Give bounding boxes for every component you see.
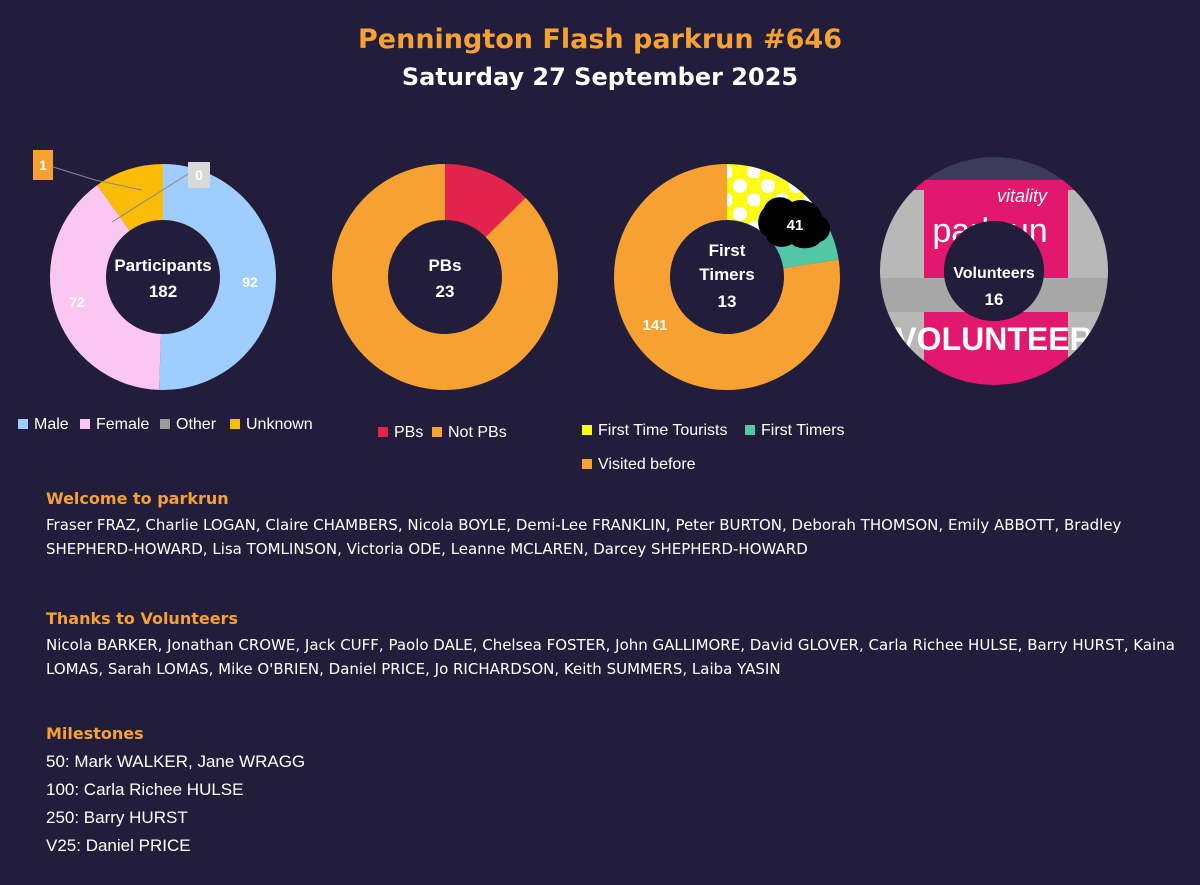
pbs-donut-chart: PBs 23 [332,164,558,390]
female-data-label: 72 [69,294,85,310]
volunteers-names: Nicola BARKER, Jonathan CROWE, Jack CUFF… [46,636,1175,678]
center-label: Volunteers [953,265,1035,282]
legend-item-male: Male [18,416,69,434]
milestone-item: V25: Daniel PRICE [46,836,191,855]
volunteer-vest-text: VOLUNTEER [895,321,1092,357]
welcome-section: Welcome to parkrun Fraser FRAZ, Charlie … [46,489,1176,561]
legend-item-female: Female [80,416,149,434]
other-data-label: 0 [195,167,203,183]
slice-unknown [97,164,163,231]
slice-male [159,164,277,390]
volunteer-vest-image: vitality parkrun VOLUNTEER [872,150,1122,400]
welcome-names: Fraser FRAZ, Charlie LOGAN, Claire CHAMB… [46,516,1122,558]
event-date: Saturday 27 September 2025 [401,63,799,91]
male-data-label: 92 [242,274,258,290]
milestone-item: 100: Carla Richee HULSE [46,780,244,799]
legend-item-first-timers: First Timers [745,422,845,440]
milestones-title: Milestones [46,724,144,743]
welcome-title: Welcome to parkrun [46,489,229,508]
legend-item-unknown: Unknown [230,416,313,434]
participants-donut-chart: 1 0 92 72 Participants 182 [33,150,277,390]
tourists-data-label: 41 [787,217,804,234]
sheep-icon [758,197,831,249]
unknown-leader-line-2 [94,179,143,191]
milestone-item: 250: Barry HURST [46,808,188,827]
vitality-logo-text: vitality [997,186,1048,206]
milestones-section: Milestones 50: Mark WALKER, Jane WRAGG 1… [46,724,1176,860]
slice-pbs [445,164,526,238]
other-callout-box [188,162,210,188]
other-leader-line [111,173,189,223]
center-value: 182 [149,282,177,301]
legend-item-other: Other [160,416,216,434]
page-title: Pennington Flash parkrun #646 [358,24,842,55]
slice-female [49,185,162,390]
legend-item-first-time-tourists: First Time Tourists [582,422,728,440]
center-label: Participants [114,256,211,275]
slice-not-pbs [332,164,558,390]
center-label-line1: First Timers [699,241,754,284]
slice-visited-before [614,164,840,391]
unknown-callout-box [33,150,53,180]
center-value: 16 [985,290,1004,309]
center-value: 13 [718,292,737,311]
volunteers-title: Thanks to Volunteers [46,609,238,628]
volunteers-section: Thanks to Volunteers Nicola BARKER, Jona… [46,609,1176,681]
legend-item-visited-before: Visited before [582,456,696,474]
first-timers-donut-chart: 41 141 First Timers 13 [614,164,840,391]
visited-data-label: 141 [642,317,667,334]
unknown-data-label: 1 [39,157,47,173]
milestone-item: 50: Mark WALKER, Jane WRAGG [46,752,306,771]
legend-item-pbs: PBs [378,424,423,442]
volunteers-donut-picture: vitality parkrun VOLUNTEER Volunteers 16 [872,150,1122,400]
legend-item-not-pbs: Not PBs [432,424,507,442]
unknown-leader-line [49,165,96,181]
center-label: PBs [428,256,461,275]
center-value: 23 [436,282,455,301]
